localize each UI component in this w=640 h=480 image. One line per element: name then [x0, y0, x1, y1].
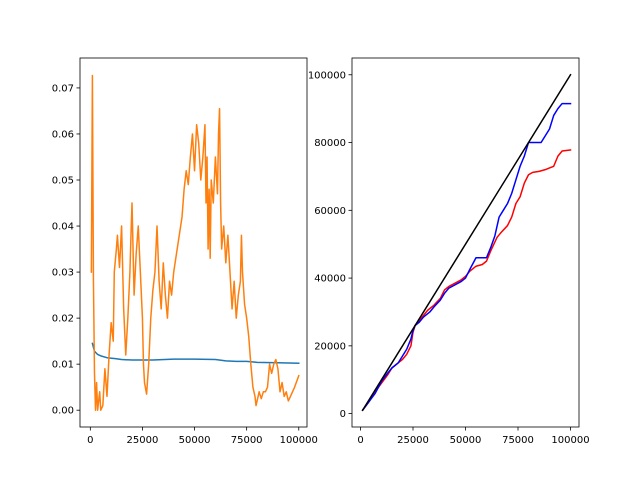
y-tick-label: 20000: [314, 341, 346, 352]
x-tick-label: 25000: [397, 435, 429, 446]
series-group: [361, 73, 572, 412]
y-tick-label: 0.00: [52, 406, 74, 417]
series-line-1: [91, 342, 300, 365]
series-line-1: [361, 149, 572, 412]
y-tick-label: 0.03: [52, 268, 74, 279]
y-tick-label: 40000: [314, 274, 346, 285]
y-tick-label: 0.04: [52, 222, 74, 233]
y-tick-label: 0.01: [52, 360, 74, 371]
y-tick-label: 0.02: [52, 314, 74, 325]
axes-frame: [79, 57, 308, 428]
x-tick-label: 25000: [127, 435, 159, 446]
series-line-3: [361, 73, 572, 412]
y-tick-label: 0.07: [52, 83, 74, 94]
y-tick-label: 0.05: [52, 176, 74, 187]
series-group: [90, 74, 300, 411]
y-tick-label: 0.06: [52, 129, 74, 140]
x-tick-label: 50000: [179, 435, 211, 446]
x-tick-label: 75000: [502, 435, 534, 446]
x-tick-label: 100000: [280, 435, 318, 446]
left-plot: 0 25000 50000 75000 100000 0.00 0.01 0.02 0.03 0.…: [52, 57, 318, 446]
x-tick-label: 0: [357, 435, 363, 446]
series-line-2: [361, 102, 572, 412]
y-tick-label: 80000: [314, 138, 346, 149]
x-tick-label: 75000: [231, 435, 263, 446]
x-tick-label: 50000: [450, 435, 482, 446]
y-tick-label: 0: [340, 409, 346, 420]
x-tick-label: 0: [87, 435, 93, 446]
right-plot: 0 25000 50000 75000 100000 0 20000 40000 60000 80…: [308, 57, 590, 446]
y-tick-label: 60000: [314, 206, 346, 217]
x-tick-label: 100000: [551, 435, 589, 446]
series-line-2: [90, 74, 300, 411]
y-tick-label: 100000: [308, 70, 346, 81]
